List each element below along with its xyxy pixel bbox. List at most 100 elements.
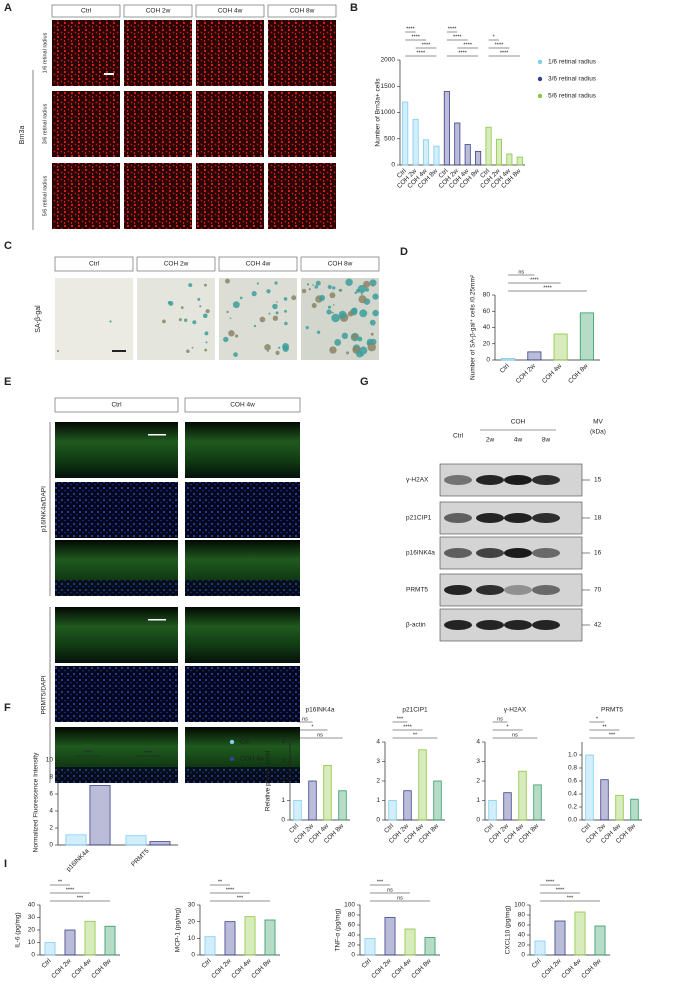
panel-letter: I [4,858,7,870]
band [532,548,560,558]
stained-cell [191,346,194,349]
band [476,513,504,523]
x-tick-label: Ctrl [41,957,53,969]
bar [403,790,412,821]
stained-cell [360,292,363,296]
stained-cell [331,313,340,323]
significance-label: ns [497,716,503,722]
y-tick-label: 2 [376,778,380,785]
bar [402,101,409,166]
micrograph [196,20,264,86]
panel-letter: F [4,702,11,714]
stained-cell [202,313,208,319]
micrograph [124,163,192,229]
significance-label: **** [84,750,93,756]
significance-label: **** [556,887,565,893]
y-axis-label: MCP-1 (pg/mg) [175,908,182,952]
significance-label: *** [377,879,384,885]
y-tick-label: 2000 [381,57,396,64]
stain-label: SA-β-gal [35,305,42,333]
stained-cell [259,316,266,323]
stained-cell [284,321,288,326]
stained-cell [332,286,336,290]
stained-cell [319,294,326,301]
stained-cell [109,320,112,323]
y-tick-label: 0 [521,952,525,959]
significance-label: **** [422,42,431,48]
y-axis-label: TNF-α (pg/mg) [335,909,342,952]
y-tick-label: 0 [281,817,285,824]
band [444,513,472,523]
y-tick-label: 4 [476,739,480,746]
stained-cell [282,342,290,350]
band [444,475,472,485]
significance-label: ns [387,887,393,893]
significance-label: *** [397,716,404,722]
y-tick-label: 100 [344,902,355,909]
stained-cell [347,311,354,317]
bar [516,156,523,166]
significance-label: **** [417,50,426,56]
mw-unit: (kDa) [590,429,606,436]
stained-cell [199,305,202,308]
bar [615,794,624,821]
bar [574,911,586,956]
chart-title: p21CIP1 [402,707,428,714]
lane-label: Ctrl [453,433,464,440]
stained-cell [251,291,257,297]
stain-label: PRMT5/DAPI [41,675,48,714]
bar [224,921,236,956]
micrograph [268,20,336,86]
row-label: 5/6 retinal radius [42,175,48,216]
micrograph [55,278,133,360]
stained-cell [274,281,278,285]
stained-cell [372,309,379,317]
protein-label: PRMT5 [406,587,428,594]
stained-cell [314,285,319,289]
legend-marker [537,59,543,65]
y-tick-label: 1000 [381,109,396,116]
micrograph [55,607,178,663]
protein-label: γ-H2AX [406,477,429,484]
stained-cell [305,325,309,330]
bar [338,790,347,821]
stained-cell [327,305,332,309]
significance-label: * [493,34,496,40]
bar [323,765,332,821]
band [532,620,560,630]
legend-label: 1/6 retinal radius [548,59,597,66]
y-tick-label: 0.4 [568,791,577,798]
mw-label: 15 [594,477,602,484]
y-tick-label: 0 [191,952,195,959]
bar [418,749,427,821]
bar [630,798,639,821]
y-axis-label: IL-6 (pg/mg) [15,912,22,947]
group-label: COH [511,419,526,426]
y-tick-label: 40 [518,932,526,939]
legend-marker [229,756,235,762]
y-tick-label: 0 [486,357,490,364]
stained-cell [365,287,370,292]
legend-marker [537,93,543,99]
bar [488,800,497,821]
stained-cell [291,295,297,301]
micrograph [124,91,192,157]
stained-cell [357,284,367,294]
micrograph [52,91,120,157]
significance-label: ** [218,879,223,885]
x-tick-label: Ctrl [499,362,511,374]
micrograph [55,482,178,538]
stained-cell [204,348,208,352]
column-header: COH 4w [246,261,271,268]
bar [89,785,111,846]
bar [404,928,416,956]
bar [585,754,594,821]
y-tick-label: 0 [351,952,355,959]
bar [503,792,512,821]
y-tick-label: 3 [476,758,480,765]
y-tick-label: 0.0 [568,817,577,824]
stained-cell [268,312,271,315]
y-axis-label: Number of SA-β-gal⁺ cells /0.25mm² [470,274,477,380]
y-tick-label: 60 [483,308,491,315]
x-tick-label: COH 8w [250,957,273,980]
